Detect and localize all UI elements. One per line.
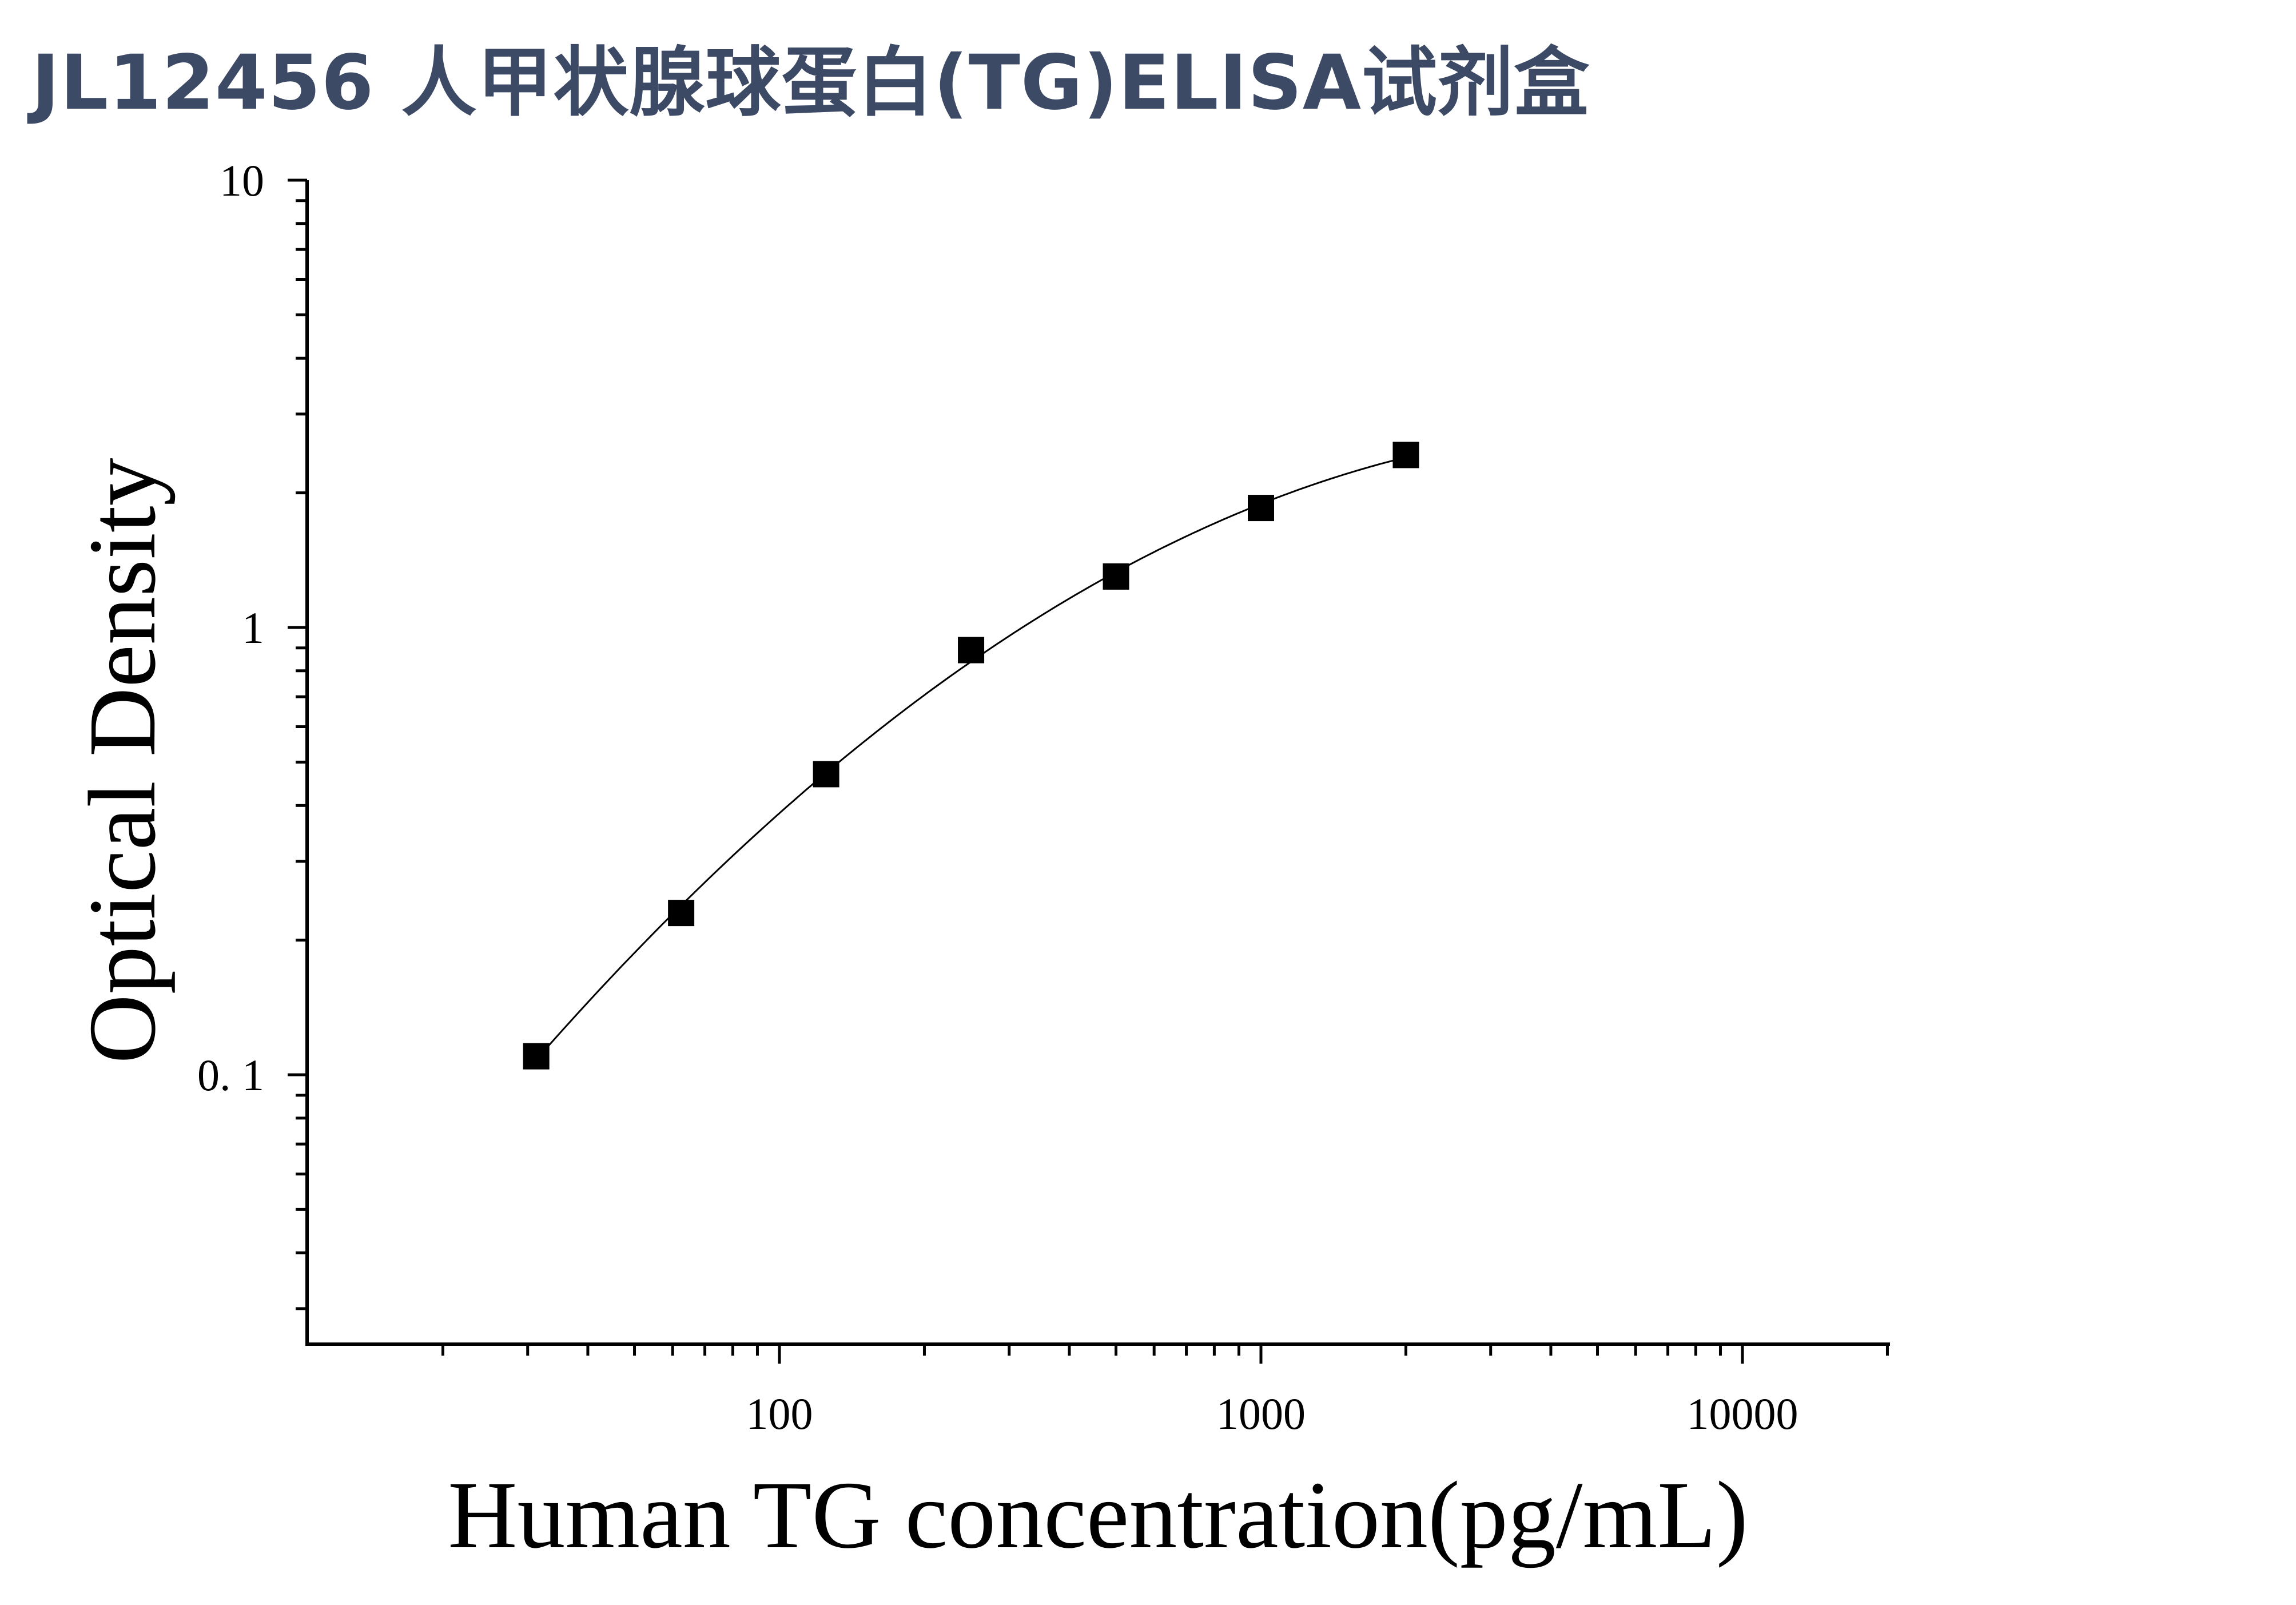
data-point [523,1043,550,1070]
y-tick-label: 0. 1 [197,1050,264,1100]
x-axis-title: Human TG concentration(pg/mL) [448,1462,1748,1568]
ticks [288,178,1889,1364]
data-point [668,900,695,927]
data-point [1103,563,1129,590]
fit-curve [535,456,1406,1060]
tick-labels: 100 1000 10000 0. 1 1 10 [197,156,1798,1439]
data-point [958,637,985,664]
y-axis-title: Optical Density [69,458,176,1063]
y-tick-label: 1 [242,603,264,653]
page-title: JL12456 人甲状腺球蛋白(TG)ELISA试剂盒 [31,39,1590,127]
data-points [523,442,1419,1070]
x-tick-label: 1000 [1216,1389,1306,1439]
y-tick-label: 10 [220,156,264,205]
x-tick-label: 10000 [1687,1389,1798,1439]
data-point [1248,495,1274,522]
axes [305,180,1890,1346]
data-point [813,761,839,788]
x-tick-label: 100 [746,1389,813,1439]
data-point [1392,442,1419,468]
